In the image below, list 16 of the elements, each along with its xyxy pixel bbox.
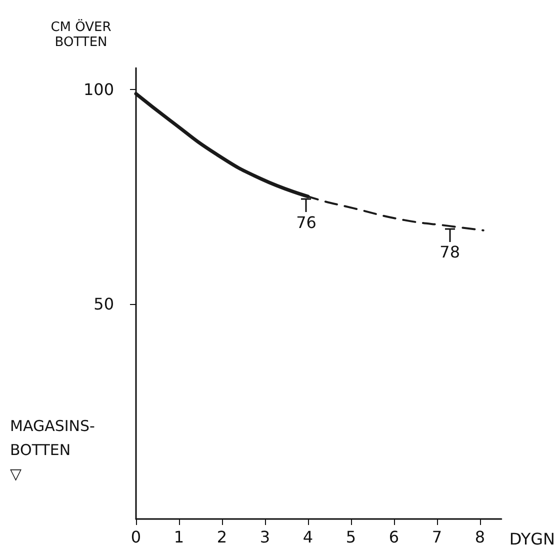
- text: MAGASINS- BOTTEN ▽: [10, 417, 95, 483]
- annotation: 76: [296, 212, 316, 232]
- y-tick-label: 100: [83, 80, 114, 99]
- x-tick-label: 8: [474, 528, 486, 546]
- y-tick-label: 50: [94, 294, 114, 314]
- x-tick-label: 1: [174, 528, 184, 546]
- annotation: 78: [440, 242, 460, 262]
- x-tick-label: 2: [216, 528, 228, 546]
- x-tick-label: 5: [346, 528, 356, 546]
- x-tick-label: 3: [260, 528, 270, 546]
- x-tick-label: 7: [432, 528, 442, 546]
- y-axis-title: CM ÖVER BOTTEN: [50, 19, 112, 50]
- x-tick-label: 6: [388, 528, 400, 546]
- x-tick-label: 0: [130, 528, 142, 546]
- x-tick-label: 4: [302, 528, 314, 546]
- x-axis-title: DYGN: [509, 530, 556, 548]
